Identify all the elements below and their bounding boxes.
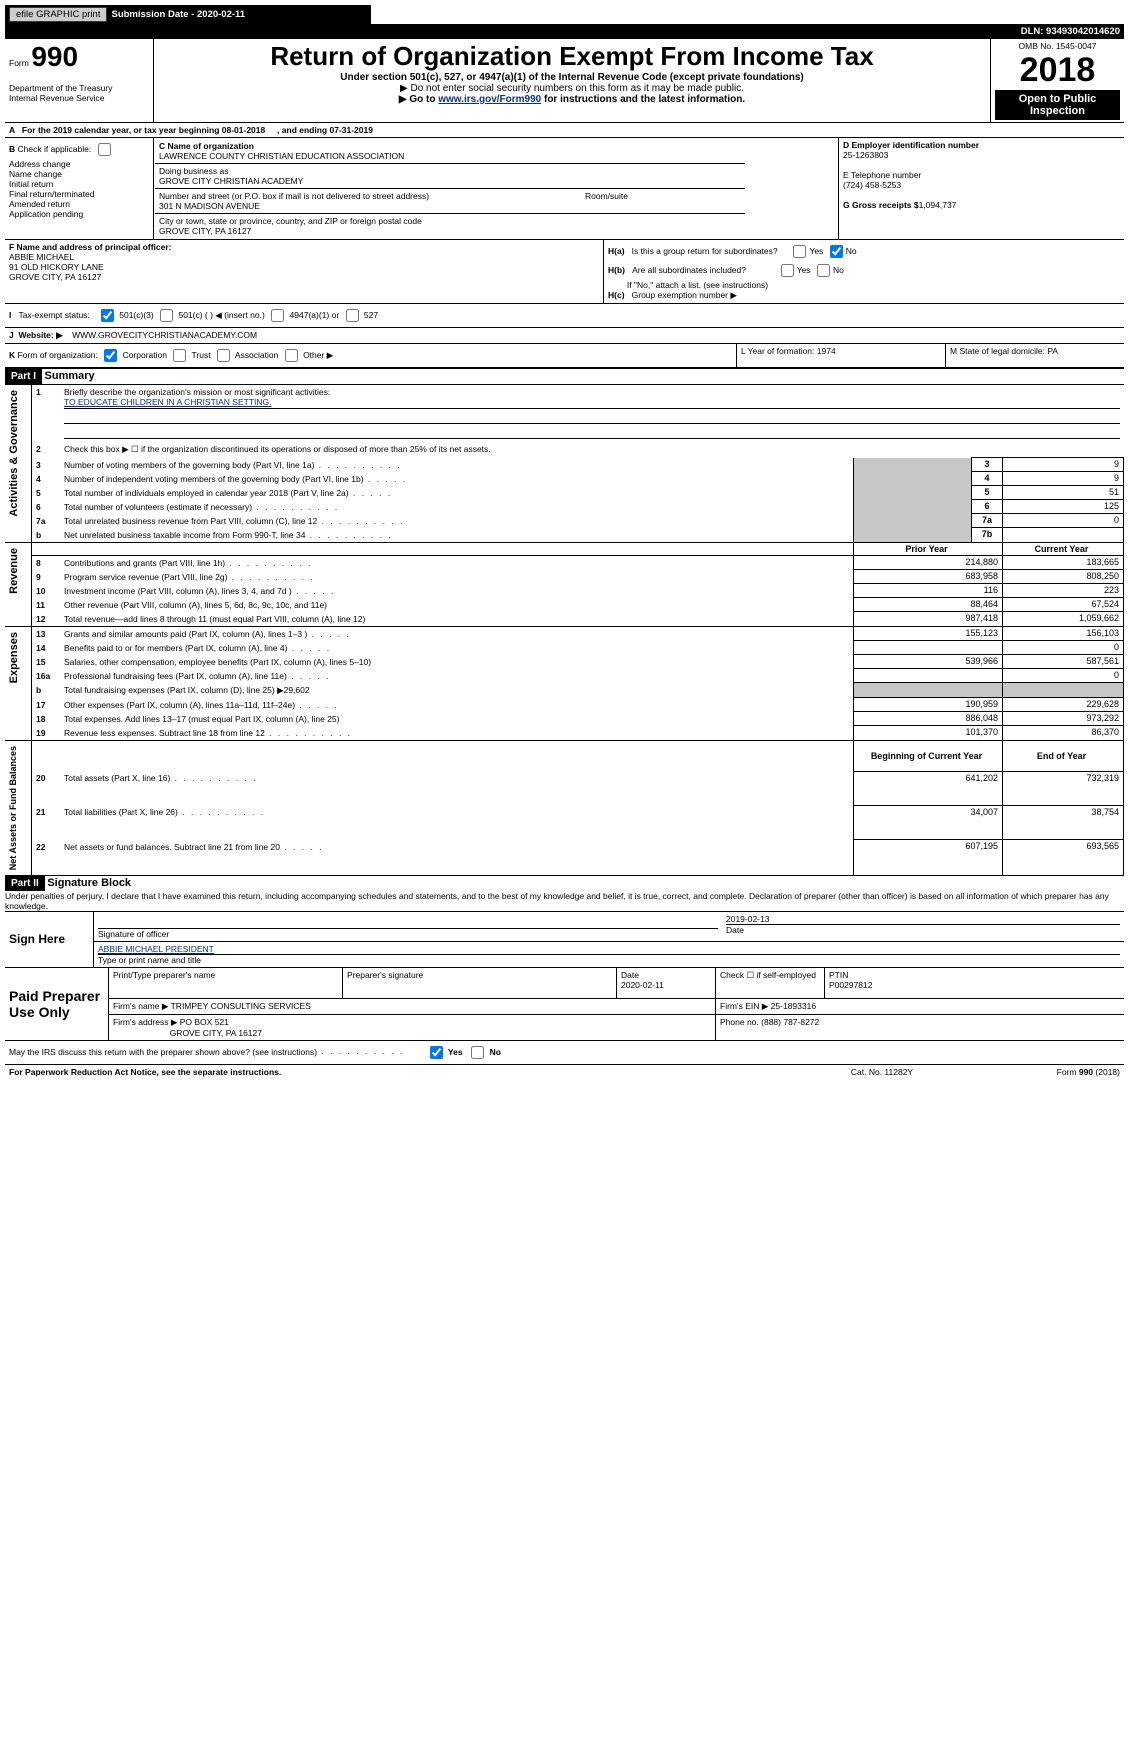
line-a: A For the 2019 calendar year, or tax yea…	[5, 123, 1124, 138]
form990-link[interactable]: www.irs.gov/Form990	[438, 94, 541, 105]
assoc-check[interactable]	[217, 349, 230, 362]
527-check[interactable]	[346, 309, 359, 322]
perjury-text: Under penalties of perjury, I declare th…	[5, 891, 1124, 912]
subtitle1: Under section 501(c), 527, or 4947(a)(1)…	[158, 72, 986, 83]
section-h: H(a) Is this a group return for subordin…	[604, 240, 1125, 304]
hb-no[interactable]	[817, 264, 830, 277]
section-j: J Website: ▶ WWW.GROVECITYCHRISTIANACADE…	[5, 328, 1124, 344]
ha-yes[interactable]	[793, 245, 806, 258]
section-k: K Form of organization: Corporation Trus…	[5, 344, 737, 368]
501c-check[interactable]	[160, 309, 173, 322]
top-bar: efile GRAPHIC print Submission Date - 20…	[5, 5, 1124, 39]
section-i: I Tax-exempt status: 501(c)(3) 501(c) ( …	[5, 303, 1124, 328]
irs: Internal Revenue Service	[9, 93, 104, 103]
efile-label: efile GRAPHIC print	[9, 7, 107, 22]
addr-change-check[interactable]	[98, 143, 111, 156]
section-b: B Check if applicable: Address change Na…	[5, 138, 154, 239]
4947-check[interactable]	[271, 309, 284, 322]
footer: For Paperwork Reduction Act Notice, see …	[5, 1065, 1124, 1079]
section-l: L Year of formation: 1974	[737, 344, 946, 368]
dln: DLN: 93493042014620	[1021, 26, 1120, 37]
tax-year: 2018	[995, 51, 1120, 90]
subtitle2: ▶ Do not enter social security numbers o…	[158, 83, 986, 94]
open-public: Open to Public Inspection	[995, 90, 1120, 120]
dept: Department of the Treasury	[9, 83, 112, 93]
paid-preparer-block: Paid Preparer Use Only Print/Type prepar…	[5, 968, 1124, 1041]
form-title: Return of Organization Exempt From Incom…	[158, 41, 986, 72]
trust-check[interactable]	[173, 349, 186, 362]
discuss-yes[interactable]	[430, 1046, 443, 1059]
omb: OMB No. 1545-0047	[995, 41, 1120, 51]
other-check[interactable]	[285, 349, 298, 362]
section-f: F Name and address of principal officer:…	[5, 240, 604, 304]
ha-no[interactable]	[830, 245, 843, 258]
section-c: C Name of organizationLAWRENCE COUNTY CH…	[154, 138, 747, 239]
sign-here-block: Sign Here Signature of officer 2019-02-1…	[5, 912, 1124, 968]
501c3-check[interactable]	[101, 309, 114, 322]
hb-yes[interactable]	[781, 264, 794, 277]
part1-header: Part I Summary	[5, 368, 1124, 385]
section-deg: D Employer identification number 25-1263…	[839, 138, 1125, 239]
discuss-no[interactable]	[471, 1046, 484, 1059]
subtitle3a: ▶ Go to	[399, 94, 438, 105]
submission-date: Submission Date - 2020-02-11	[111, 9, 367, 20]
form-label: Form	[9, 58, 29, 68]
part2-header: Part II Signature Block	[5, 876, 1124, 891]
part1-body: Activities & Governance 1 Briefly descri…	[5, 385, 1124, 876]
form-number: 990	[31, 41, 78, 72]
subtitle3b: for instructions and the latest informat…	[541, 94, 745, 105]
discuss-line: May the IRS discuss this return with the…	[5, 1041, 1124, 1065]
corp-check[interactable]	[104, 349, 117, 362]
form-header: Form 990 Department of the Treasury Inte…	[5, 39, 1124, 123]
section-m: M State of legal domicile: PA	[946, 344, 1125, 368]
